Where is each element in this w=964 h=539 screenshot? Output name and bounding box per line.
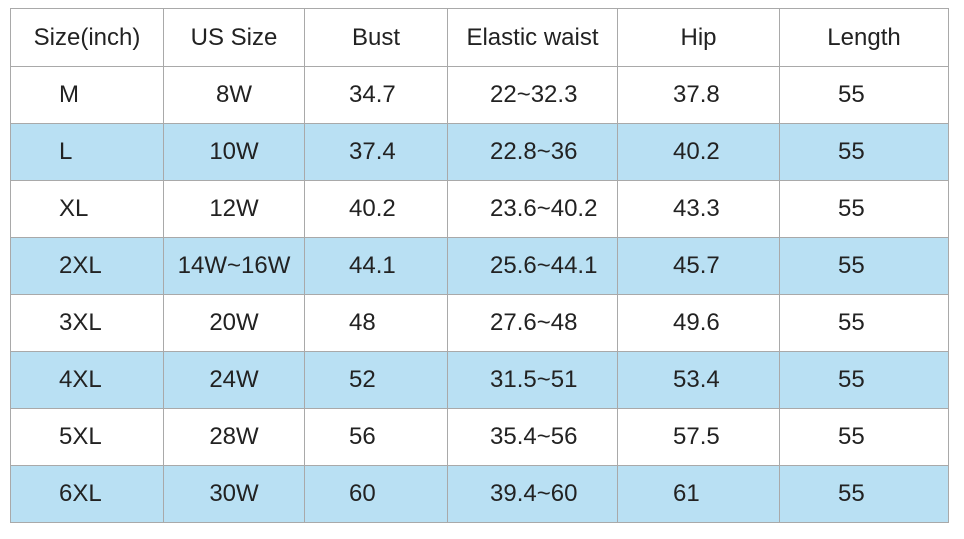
data-cell: 4XL: [10, 351, 164, 409]
header-cell: US Size: [163, 8, 305, 67]
data-cell: 14W~16W: [163, 237, 305, 295]
header-cell: Size(inch): [10, 8, 164, 67]
data-cell: L: [10, 123, 164, 181]
data-cell: 49.6: [617, 294, 780, 352]
data-cell: 2XL: [10, 237, 164, 295]
data-row: 6XL 30W 60 39.4~60 61 55: [10, 465, 949, 523]
data-cell: 23.6~40.2: [447, 180, 618, 238]
data-cell: 55: [779, 351, 949, 409]
data-cell: 31.5~51: [447, 351, 618, 409]
data-cell: 24W: [163, 351, 305, 409]
data-cell: 3XL: [10, 294, 164, 352]
data-row: 2XL 14W~16W 44.1 25.6~44.1 45.7 55: [10, 237, 949, 295]
data-row: 4XL 24W 52 31.5~51 53.4 55: [10, 351, 949, 409]
data-cell: 28W: [163, 408, 305, 466]
data-cell: 40.2: [617, 123, 780, 181]
data-cell: 55: [779, 66, 949, 124]
header-row: Size(inch) US Size Bust Elastic waist Hip Len…: [10, 8, 949, 67]
data-cell: 25.6~44.1: [447, 237, 618, 295]
header-cell: Bust: [304, 8, 448, 67]
data-cell: 60: [304, 465, 448, 523]
data-cell: 20W: [163, 294, 305, 352]
data-cell: 45.7: [617, 237, 780, 295]
data-row: XL 12W 40.2 23.6~40.2 43.3 55: [10, 180, 949, 238]
data-cell: 55: [779, 180, 949, 238]
data-cell: 39.4~60: [447, 465, 618, 523]
data-cell: 37.4: [304, 123, 448, 181]
data-cell: 44.1: [304, 237, 448, 295]
data-cell: 30W: [163, 465, 305, 523]
data-cell: 35.4~56: [447, 408, 618, 466]
data-cell: 37.8: [617, 66, 780, 124]
data-cell: 8W: [163, 66, 305, 124]
data-cell: 10W: [163, 123, 305, 181]
data-cell: 55: [779, 237, 949, 295]
data-cell: 55: [779, 408, 949, 466]
data-cell: 53.4: [617, 351, 780, 409]
data-cell: 6XL: [10, 465, 164, 523]
header-cell: Elastic waist: [447, 8, 618, 67]
data-cell: M: [10, 66, 164, 124]
header-cell: Length: [779, 8, 949, 67]
data-cell: 40.2: [304, 180, 448, 238]
table-body: Size(inch) US Size Bust Elastic waist Hip Len…: [10, 8, 949, 523]
data-cell: 12W: [163, 180, 305, 238]
data-row: 3XL 20W 48 27.6~48 49.6 55: [10, 294, 949, 352]
data-cell: 52: [304, 351, 448, 409]
data-cell: 55: [779, 465, 949, 523]
data-row: L 10W 37.4 22.8~36 40.2 55: [10, 123, 949, 181]
data-cell: 43.3: [617, 180, 780, 238]
header-cell: Hip: [617, 8, 780, 67]
data-row: 5XL 28W 56 35.4~56 57.5 55: [10, 408, 949, 466]
data-row: M 8W 34.7 22~32.3 37.8 55: [10, 66, 949, 124]
data-cell: 56: [304, 408, 448, 466]
data-cell: 34.7: [304, 66, 448, 124]
data-cell: 22~32.3: [447, 66, 618, 124]
data-cell: 55: [779, 123, 949, 181]
data-cell: 27.6~48: [447, 294, 618, 352]
data-cell: 61: [617, 465, 780, 523]
data-cell: XL: [10, 180, 164, 238]
data-cell: 57.5: [617, 408, 780, 466]
size-table: Size(inch) US Size Bust Elastic waist Hip Len…: [10, 8, 949, 523]
data-cell: 55: [779, 294, 949, 352]
data-cell: 22.8~36: [447, 123, 618, 181]
data-cell: 5XL: [10, 408, 164, 466]
data-cell: 48: [304, 294, 448, 352]
